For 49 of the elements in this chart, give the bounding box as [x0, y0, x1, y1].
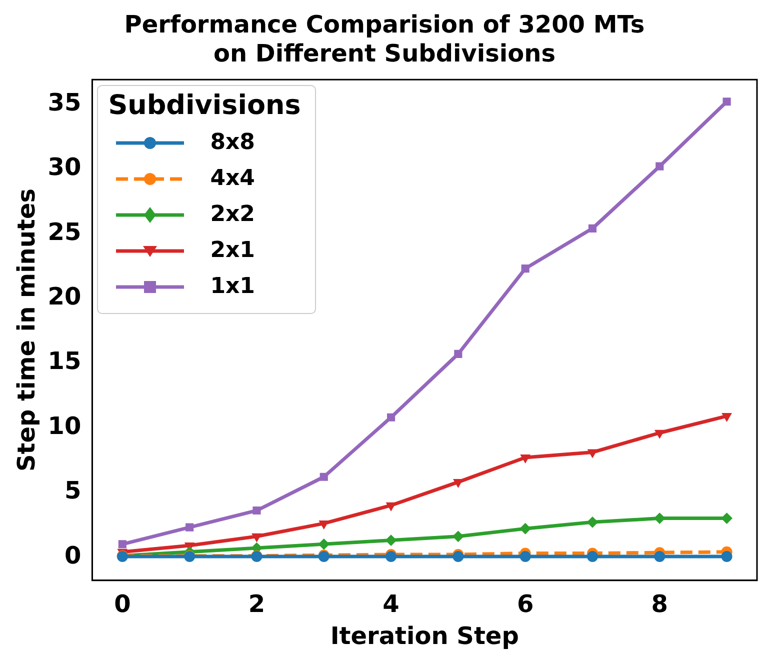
legend-label: 2x2: [210, 202, 255, 228]
y-tick-label: 10: [48, 412, 82, 440]
point: [252, 506, 261, 515]
point: [319, 520, 329, 529]
point: [721, 550, 732, 562]
legend-title: Subdivisions: [108, 90, 301, 121]
point: [654, 550, 666, 562]
y-tick-label: 15: [48, 347, 82, 376]
chart-title: Performance Comparision of 3200 MTs on Different Subdivisions: [124, 10, 645, 68]
x-tick-label: 6: [516, 590, 534, 618]
x-tick-label: 4: [382, 590, 400, 618]
point: [722, 98, 731, 106]
point: [318, 538, 330, 550]
legend-label: 2x1: [210, 238, 255, 264]
point: [656, 162, 664, 170]
point: [186, 523, 194, 532]
legend-label: 8x8: [210, 130, 255, 156]
point: [521, 264, 530, 273]
point: [454, 350, 462, 358]
point: [520, 550, 531, 562]
x-tick-label: 8: [651, 590, 668, 618]
x-tick-label: 0: [114, 590, 131, 618]
point: [721, 512, 732, 524]
point: [520, 454, 530, 463]
point: [386, 502, 396, 511]
y-tick-label: 35: [48, 88, 82, 116]
point: [654, 430, 664, 438]
point: [118, 540, 126, 548]
point: [386, 413, 396, 422]
x-tick-label: 2: [248, 590, 266, 618]
y-axis-title: Step time in minutes: [12, 188, 41, 472]
point: [320, 472, 328, 481]
point: [252, 533, 262, 542]
point: [588, 224, 597, 232]
y-tick-label: 20: [48, 282, 82, 311]
y-tick-label: 5: [64, 476, 82, 505]
point: [722, 413, 732, 422]
y-tick-label: 30: [48, 153, 82, 182]
point: [588, 449, 598, 458]
point: [520, 523, 531, 534]
point: [386, 534, 397, 546]
legend-label: 4x4: [210, 166, 255, 192]
x-axis-title: Iteration Step: [330, 622, 519, 650]
point: [452, 530, 464, 542]
point: [586, 516, 598, 528]
legend-label: 1x1: [210, 274, 255, 300]
y-tick-label: 0: [64, 541, 82, 570]
point: [586, 550, 598, 562]
y-tick-label: 25: [48, 218, 82, 246]
